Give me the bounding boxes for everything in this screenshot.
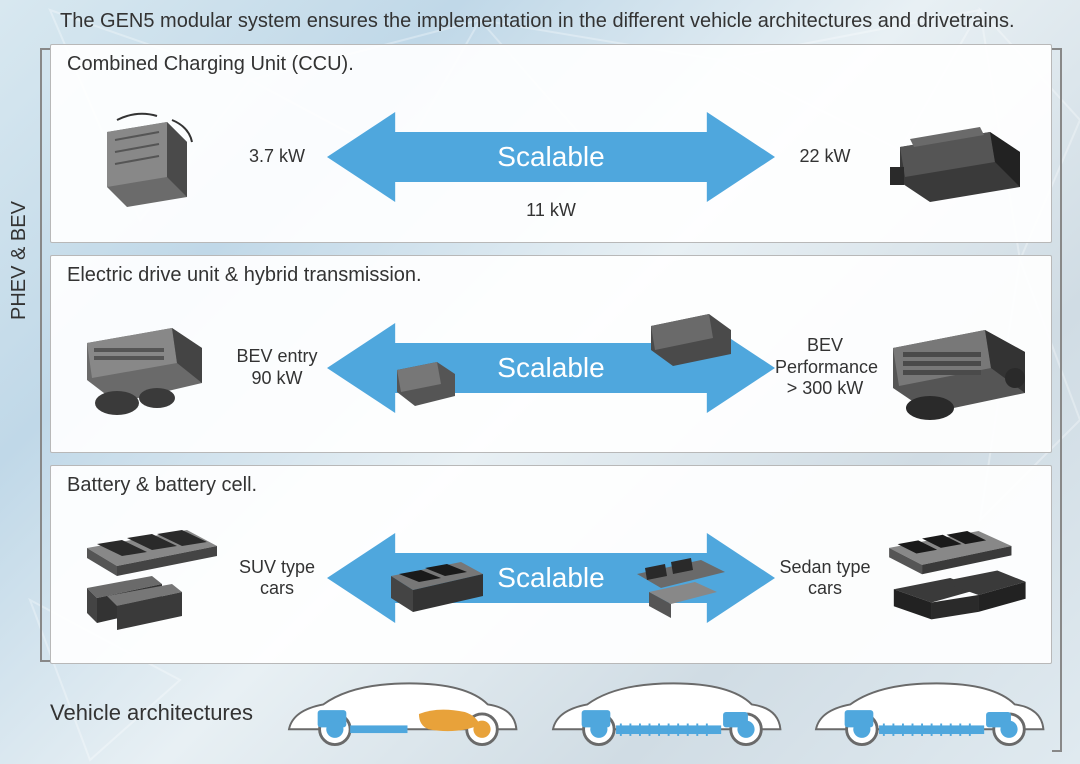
- arrow-sub-label: 11 kW: [327, 200, 775, 221]
- panels-container: Combined Charging Unit (CCU). 3: [50, 44, 1052, 664]
- drive-arrow: Scalable: [327, 318, 775, 418]
- side-label-phev-bev: PHEV & BEV: [8, 201, 31, 320]
- vehicle-bev-b: [802, 670, 1052, 756]
- ccu-right-value: 22 kW: [775, 146, 875, 168]
- left-bracket: [40, 48, 50, 662]
- drive-right-component: [875, 308, 1035, 428]
- vehicles-row: Vehicle architectures: [50, 670, 1052, 756]
- battery-arrow: Scalable: [327, 528, 775, 628]
- arrow-label: Scalable: [327, 562, 775, 594]
- battery-right-value: Sedan type cars: [775, 557, 875, 600]
- arrow-label: Scalable: [327, 352, 775, 384]
- vehicle-phev: [275, 670, 525, 756]
- drive-right-value: BEV Performance > 300 kW: [775, 335, 875, 400]
- panel-drive-unit: Electric drive unit & hybrid transmissio…: [50, 255, 1052, 454]
- right-bracket: [1052, 48, 1062, 752]
- panel-battery: Battery & battery cell.: [50, 465, 1052, 664]
- drive-left-value: BEV entry 90 kW: [227, 346, 327, 389]
- drive-left-component: [67, 308, 227, 428]
- panel-title: Battery & battery cell.: [67, 474, 1035, 497]
- ccu-left-value: 3.7 kW: [227, 146, 327, 168]
- vehicle-architectures-label: Vehicle architectures: [50, 700, 253, 726]
- battery-left-value: SUV type cars: [227, 557, 327, 600]
- arrow-label: Scalable: [327, 141, 775, 173]
- vehicle-bev-a: [539, 670, 789, 756]
- ccu-arrow: Scalable 11 kW: [327, 107, 775, 207]
- panel-title: Combined Charging Unit (CCU).: [67, 53, 1035, 76]
- ccu-left-component: [67, 102, 227, 212]
- battery-left-component: [67, 518, 227, 638]
- battery-right-component: [875, 518, 1035, 638]
- ccu-right-component: [875, 107, 1035, 207]
- panel-ccu: Combined Charging Unit (CCU). 3: [50, 44, 1052, 243]
- header-title: The GEN5 modular system ensures the impl…: [60, 10, 1060, 33]
- panel-title: Electric drive unit & hybrid transmissio…: [67, 264, 1035, 287]
